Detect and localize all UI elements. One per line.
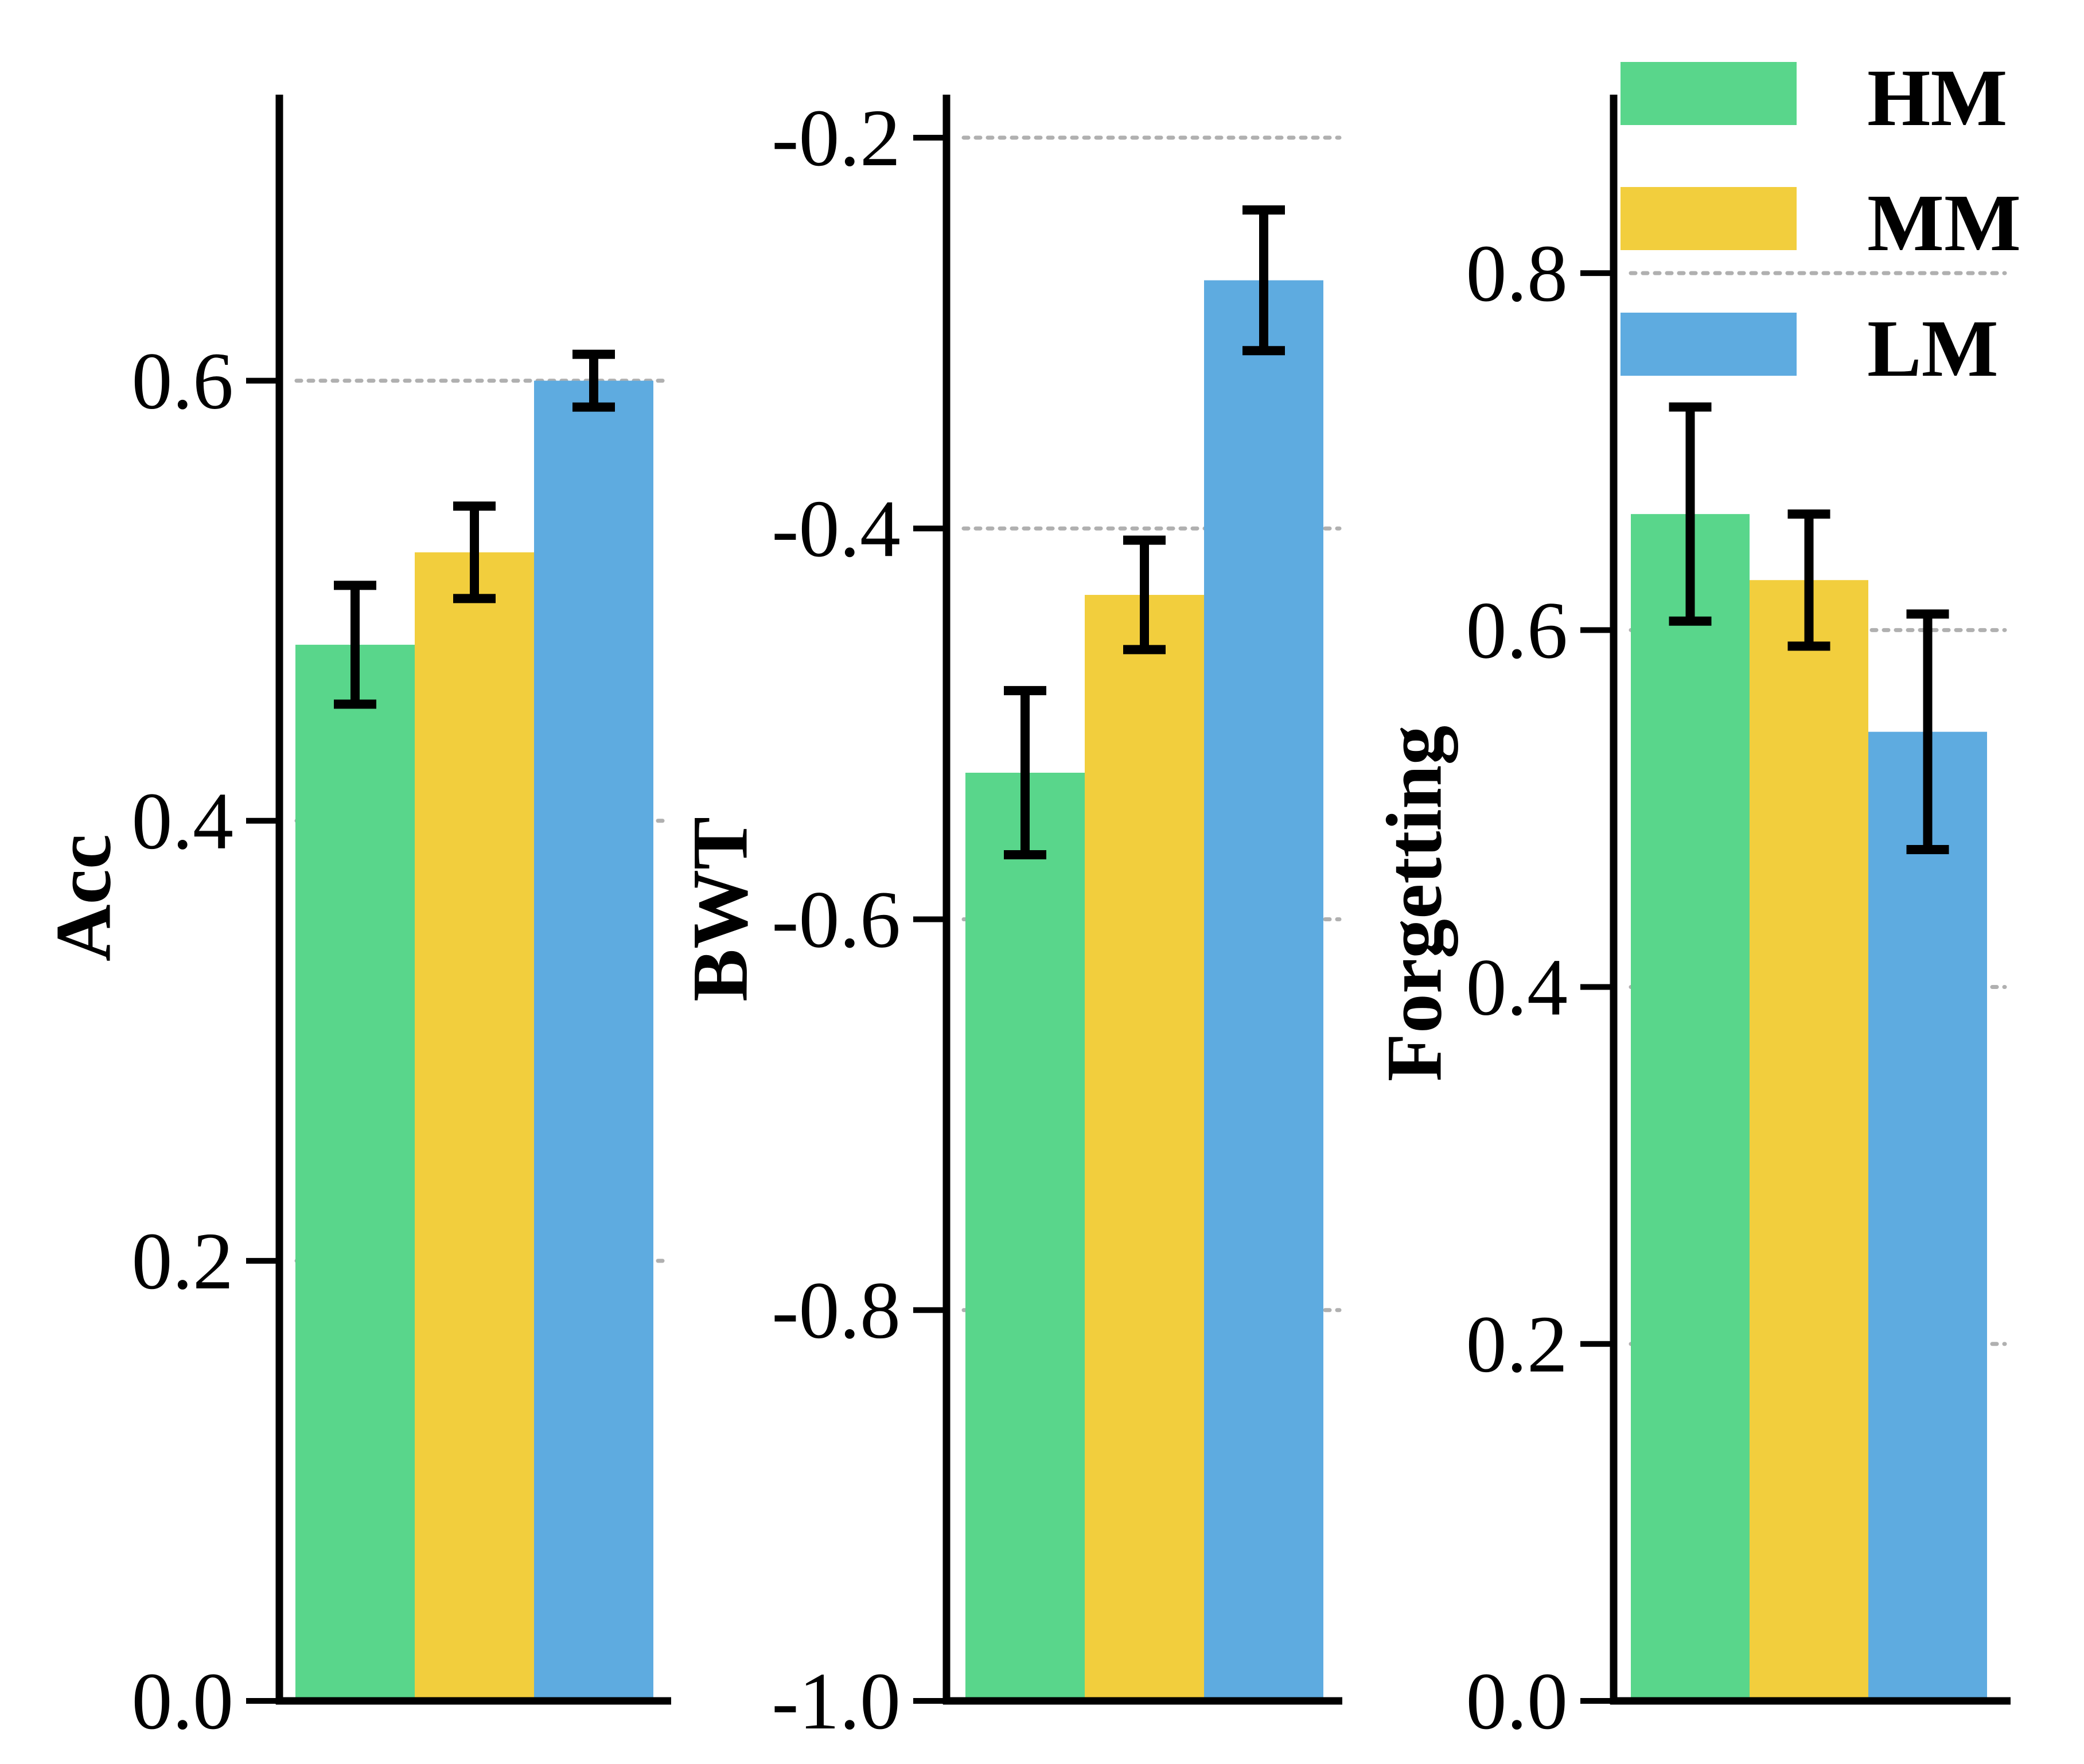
bar-hm [1631, 514, 1750, 1701]
legend-swatch-hm [1621, 62, 1797, 125]
y-tick-label: 0.2 [132, 1216, 234, 1306]
panel-bwt: -1.0 -0.8 -0.6 -0.4 -0.2 BWT [676, 92, 1342, 1746]
bar-lm [1204, 280, 1323, 1701]
y-tick-label: 0.6 [132, 336, 234, 426]
y-tick-label: 0.4 [1466, 942, 1568, 1033]
y-axis-label: Forgetting [1370, 726, 1458, 1082]
bar-hm [965, 772, 1085, 1701]
y-axis-label: Acc [40, 834, 127, 961]
legend-swatch-lm [1621, 313, 1797, 376]
y-tick-label: -0.8 [772, 1265, 901, 1356]
bar-mm [415, 552, 534, 1701]
bar-mm [1085, 595, 1204, 1701]
bar-lm [534, 380, 653, 1701]
panel-acc: 0.0 0.2 0.4 0.6 Acc [40, 95, 671, 1746]
y-tick-label: -0.6 [772, 874, 901, 964]
bar-hm [295, 644, 415, 1701]
chart-legend: HM MM LM [1621, 52, 2021, 394]
y-tick-label: 0.6 [1466, 585, 1568, 675]
panel-forgetting: 0.0 0.2 0.4 0.6 0.8 Forgetting [1370, 95, 2011, 1746]
legend-label-mm: MM [1867, 177, 2021, 268]
y-tick-label: 0.4 [132, 776, 234, 866]
legend-label-hm: HM [1867, 52, 2007, 143]
y-tick-label: 0.0 [1466, 1656, 1568, 1746]
y-tick-label: -0.4 [772, 483, 901, 574]
y-tick-label: 0.0 [132, 1656, 234, 1746]
y-axis-label: BWT [676, 817, 764, 1002]
y-tick-label: 0.8 [1466, 228, 1568, 318]
legend-swatch-mm [1621, 187, 1797, 250]
y-tick-label: -1.0 [772, 1656, 901, 1746]
bar-mm [1750, 580, 1868, 1701]
y-tick-label: 0.2 [1466, 1299, 1568, 1389]
legend-label-lm: LM [1867, 303, 1999, 394]
bar-lm [1868, 731, 1987, 1701]
y-tick-label: -0.2 [772, 92, 901, 183]
